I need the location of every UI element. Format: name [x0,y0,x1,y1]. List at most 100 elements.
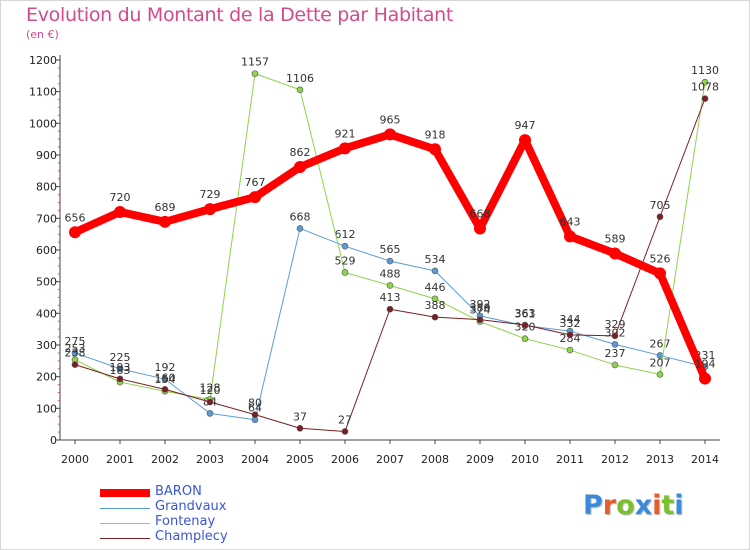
data-label-fontenay: 1106 [286,72,314,85]
legend: BARON Grandvaux Fontenay Champlecy [100,484,350,545]
data-point-fontenay [611,361,619,369]
legend-item-baron: BARON [100,484,350,500]
data-point-champlecy [431,313,439,321]
data-point-champlecy [701,95,709,102]
legend-item-champlecy: Champlecy [100,529,350,545]
x-tick-label: 2003 [196,453,224,466]
data-label-champlecy: 120 [200,384,221,397]
y-tick-label: 1100 [29,86,57,99]
data-label-baron: 921 [335,127,356,140]
data-label-baron: 729 [200,188,221,201]
y-tick-label: 900 [36,149,57,162]
data-point-fontenay [566,346,574,354]
data-point-champlecy [71,361,79,368]
legend-item-fontenay: Fontenay [100,514,350,530]
data-point-champlecy [521,321,529,329]
y-tick-label: 800 [36,181,57,194]
logo-letter: i [674,490,684,521]
data-label-fontenay: 253 [65,342,86,355]
data-label-grandvaux: 64 [248,402,262,415]
data-label-champlecy: 329 [605,318,626,331]
x-tick-label: 2011 [556,453,584,466]
y-tick-label: 0 [50,434,57,447]
data-label-champlecy: 388 [425,299,446,312]
data-point-fontenay [386,282,394,289]
x-tick-label: 2000 [61,453,89,466]
y-tick-label: 200 [36,371,57,384]
x-tick-label: 2002 [151,453,179,466]
data-point-baron [699,372,711,385]
data-point-fontenay [251,70,259,77]
data-point-baron [294,161,306,174]
data-label-fontenay: 207 [650,356,671,369]
data-label-fontenay: 128 [200,381,221,394]
x-tick-label: 2013 [646,453,674,466]
data-point-champlecy [251,411,259,418]
data-point-baron [159,215,171,228]
data-label-grandvaux: 534 [425,253,446,266]
logo-letter: x [634,490,653,521]
data-label-champlecy: 80 [248,397,262,410]
data-label-grandvaux: 275 [65,335,86,348]
data-label-grandvaux: 361 [515,308,536,321]
data-label-baron: 720 [110,191,131,204]
data-point-grandvaux [161,375,169,383]
x-tick-label: 2004 [241,453,269,466]
data-point-grandvaux [296,225,304,232]
data-point-fontenay [431,295,439,303]
legend-swatch-fontenay [100,522,150,524]
data-point-baron [204,203,216,216]
data-point-baron [474,222,486,235]
data-label-grandvaux: 192 [155,361,176,374]
data-label-fontenay: 446 [425,281,446,294]
data-point-baron [384,128,396,141]
legend-label-champlecy: Champlecy [155,529,228,544]
data-point-champlecy [656,213,664,221]
data-point-grandvaux [341,242,349,250]
data-label-baron: 862 [290,146,311,159]
data-label-champlecy: 1078 [691,81,719,94]
x-tick-label: 2012 [601,453,629,466]
y-tick-label: 300 [36,339,57,352]
logo-letter: i [652,490,662,521]
data-point-baron [249,191,261,204]
data-label-grandvaux: 225 [110,351,131,364]
data-label-fontenay: 1130 [691,64,719,77]
data-label-champlecy: 363 [515,307,536,320]
data-point-champlecy [206,398,214,406]
legend-swatch-grandvaux [100,507,150,509]
data-point-champlecy [116,375,124,383]
unit-label: (en €) [26,28,59,41]
y-tick-label: 1000 [29,117,57,130]
data-point-grandvaux [386,257,394,265]
data-point-baron [519,134,531,147]
data-label-grandvaux: 565 [380,243,401,256]
logo-letter: P [583,490,603,521]
x-tick-label: 2014 [691,453,719,466]
data-label-baron: 965 [380,113,401,126]
data-point-baron [69,226,81,239]
legend-swatch-champlecy [100,537,150,539]
data-point-grandvaux [431,267,439,275]
data-label-baron: 689 [155,201,176,214]
data-point-fontenay [341,269,349,276]
data-point-champlecy [386,305,394,313]
data-label-grandvaux: 668 [290,210,311,223]
data-label-champlecy: 332 [560,317,581,330]
data-label-champlecy: 37 [293,410,307,423]
x-tick-label: 2001 [106,453,134,466]
data-label-fontenay: 237 [605,347,626,360]
y-tick-label: 700 [36,212,57,225]
data-point-fontenay [296,86,304,94]
data-label-fontenay: 374 [470,304,491,317]
data-label-baron: 526 [650,252,671,265]
data-point-grandvaux [116,365,124,373]
legend-label-fontenay: Fontenay [155,514,216,529]
data-point-baron [654,267,666,280]
data-point-baron [564,230,576,243]
data-label-baron: 767 [245,176,266,189]
y-tick-label: 400 [36,307,57,320]
logo-letter: o [616,490,635,521]
data-label-fontenay: 154 [155,373,176,386]
